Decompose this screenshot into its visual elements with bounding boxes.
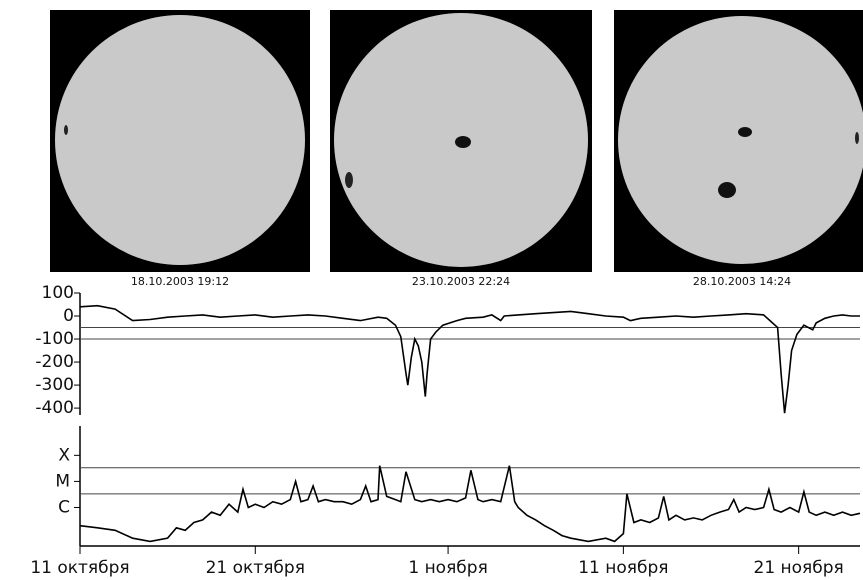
image-caption: 18.10.2003 19:12 [131,275,229,288]
y-tick-label: 0 [63,306,74,326]
y-tick-label: M [55,471,70,491]
image-caption: 28.10.2003 14:24 [693,275,791,288]
x-tick-label: 11 ноября [578,558,668,578]
sun-disk [618,16,863,264]
sunspot [738,127,752,137]
sunspot [455,136,471,148]
y-tick-label: -200 [35,352,74,372]
y-tick-label: -100 [35,329,74,349]
x-tick-label: 21 октября [206,558,305,578]
sunspot [345,172,353,188]
y-tick-label: C [58,497,70,517]
sunspot [718,182,736,198]
x-tick-label: 1 ноября [408,558,487,578]
y-tick-label: 100 [42,283,74,303]
y-tick-label: -400 [35,398,74,418]
y-tick-label: -300 [35,375,74,395]
x-tick-label: 21 ноября [754,558,844,578]
sun-disk [55,15,305,265]
x-tick-label: 11 октября [30,558,129,578]
sunspot [64,125,68,135]
image-caption: 23.10.2003 22:24 [412,275,510,288]
data-line [79,304,860,414]
data-line [79,465,861,543]
sunspot [855,132,859,144]
y-tick-label: X [58,445,70,465]
sun-images: 18.10.2003 19:12 23.10.2003 22:24 28.10.… [50,10,863,288]
